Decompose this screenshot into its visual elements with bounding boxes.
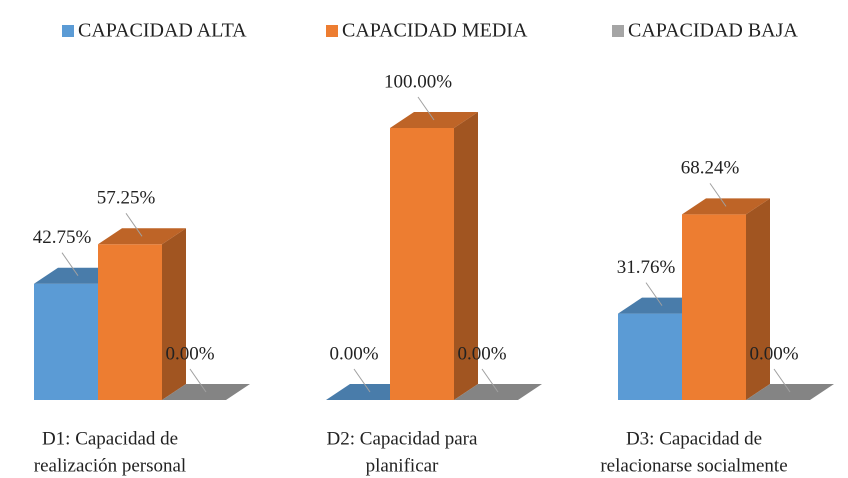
legend-label: CAPACIDAD ALTA (78, 20, 247, 42)
leader-line (773, 368, 791, 393)
leader-line (645, 282, 663, 306)
bar-side (454, 112, 478, 400)
data-label: 42.75% (33, 227, 92, 248)
leader-line (189, 368, 207, 393)
bar-front (98, 244, 162, 400)
legend-label: CAPACIDAD BAJA (628, 20, 798, 42)
leader-line (481, 368, 499, 393)
legend-swatch (62, 25, 74, 37)
bar-front (682, 214, 746, 400)
x-tick-label: relacionarse socialmente (600, 455, 787, 476)
x-tick-label: D3: Capacidad de (626, 428, 762, 449)
bar-front (390, 128, 454, 400)
x-tick-label: realización personal (34, 455, 186, 476)
x-tick-label: D1: Capacidad de (42, 428, 178, 449)
bar-side (746, 198, 770, 400)
bar-front (34, 283, 98, 400)
leader-line (417, 96, 435, 121)
legend-swatch (326, 25, 338, 37)
leader-line (125, 212, 143, 237)
data-label: 0.00% (749, 343, 798, 364)
data-label: 57.25% (97, 188, 156, 209)
data-label: 0.00% (457, 343, 506, 364)
x-tick-label: planificar (366, 455, 439, 476)
bar-front (618, 313, 682, 400)
data-label: 31.76% (617, 257, 676, 278)
legend-swatch (612, 25, 624, 37)
data-label: 68.24% (681, 158, 740, 179)
bar-side (162, 228, 186, 400)
legend-label: CAPACIDAD MEDIA (342, 20, 528, 42)
leader-line (709, 183, 727, 207)
data-label: 100.00% (384, 71, 452, 92)
data-label: 0.00% (165, 343, 214, 364)
leader-line (61, 252, 79, 277)
x-tick-label: D2: Capacidad para (327, 428, 478, 449)
leader-line (353, 368, 371, 393)
data-label: 0.00% (329, 343, 378, 364)
